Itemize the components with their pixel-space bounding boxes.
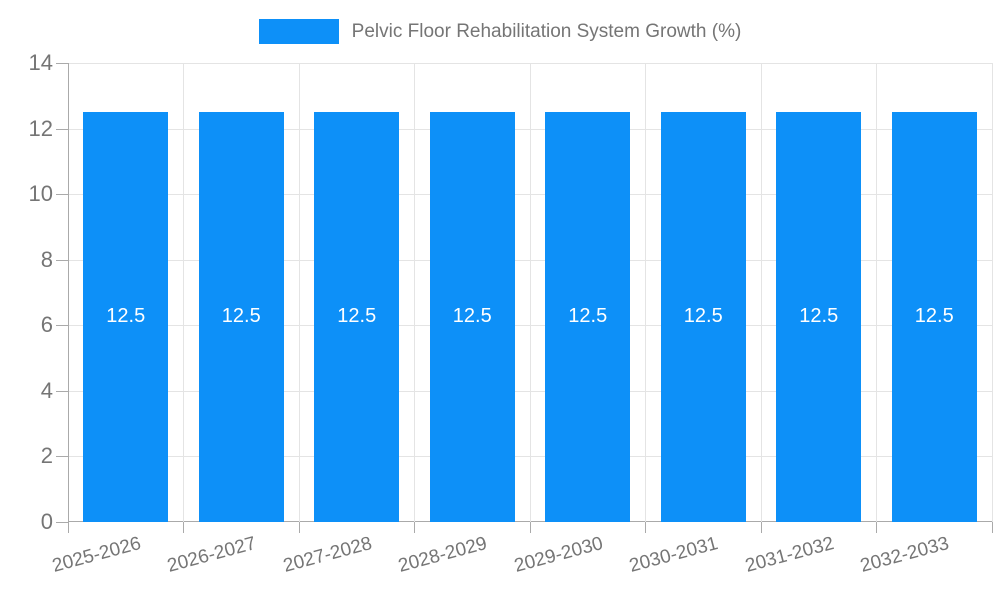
- x-tick-label: 2029-2030: [511, 533, 606, 577]
- x-tick-label: 2026-2027: [165, 533, 259, 577]
- bar[interactable]: [545, 112, 631, 522]
- x-tick-label: 2030-2031: [627, 533, 721, 577]
- x-tick-label: 2028-2029: [396, 533, 490, 577]
- gridline-vertical: [760, 63, 762, 522]
- y-tick-label: 10: [28, 181, 53, 207]
- bar[interactable]: [776, 112, 862, 522]
- bar-value-label: 12.5: [914, 305, 954, 328]
- gridline-vertical: [991, 63, 993, 522]
- y-axis-tick: [56, 128, 68, 130]
- x-axis-tick: [414, 522, 415, 533]
- x-axis-tick: [298, 522, 300, 533]
- gridline-vertical: [414, 63, 415, 522]
- bar-value-label: 12.5: [337, 305, 377, 328]
- bar-value-label: 12.5: [683, 305, 723, 328]
- y-tick-label: 14: [28, 50, 53, 75]
- x-axis-tick: [67, 522, 69, 533]
- x-axis-tick: [991, 522, 993, 533]
- bar[interactable]: [660, 112, 746, 522]
- plot-area: 12.5 12.5 12.5 12.5 12.5 12.5 12.5 12.5: [68, 63, 993, 522]
- bar-value-label: 12.5: [221, 305, 261, 328]
- y-tick-label: 2: [40, 443, 53, 469]
- bar[interactable]: [891, 112, 977, 522]
- bar[interactable]: [314, 112, 400, 522]
- y-axis-tick: [56, 325, 68, 327]
- y-axis-tick: [56, 259, 68, 261]
- bar-value-label: 12.5: [799, 305, 839, 328]
- y-tick-label: 8: [40, 246, 53, 272]
- x-axis-tick: [760, 522, 762, 533]
- x-axis-tick: [529, 522, 531, 533]
- y-axis-tick: [56, 522, 68, 523]
- bar[interactable]: [83, 112, 169, 522]
- gridline-vertical: [645, 63, 646, 522]
- gridline-vertical: [298, 63, 300, 522]
- x-tick-label: 2031-2032: [742, 533, 837, 577]
- gridline-vertical: [183, 63, 184, 522]
- x-axis-tick: [645, 522, 646, 533]
- y-axis-tick: [56, 390, 68, 392]
- y-tick-label: 4: [40, 377, 53, 403]
- legend-label: Pelvic Floor Rehabilitation System Growt…: [351, 21, 742, 42]
- y-axis-tick: [56, 194, 68, 196]
- y-axis-tick: [56, 456, 68, 458]
- bar[interactable]: [198, 112, 284, 522]
- legend-swatch: [258, 19, 339, 44]
- y-axis-tick: [56, 63, 68, 64]
- bar-value-label: 12.5: [568, 305, 608, 328]
- y-axis-line: [68, 63, 69, 522]
- x-tick-label: 2032-2033: [858, 533, 952, 577]
- x-axis-tick: [183, 522, 184, 533]
- y-tick-label: 0: [40, 509, 53, 534]
- x-tick-label: 2025-2026: [49, 533, 144, 577]
- x-axis-tick: [876, 522, 877, 533]
- gridline-vertical: [876, 63, 877, 522]
- x-tick-label: 2027-2028: [280, 533, 375, 577]
- bar-value-label: 12.5: [106, 305, 146, 328]
- y-tick-label: 12: [28, 115, 53, 141]
- bar[interactable]: [429, 112, 515, 522]
- gridline-vertical: [529, 63, 531, 522]
- bar-value-label: 12.5: [452, 305, 492, 328]
- legend[interactable]: Pelvic Floor Rehabilitation System Growt…: [0, 19, 1000, 44]
- y-tick-label: 6: [40, 312, 53, 338]
